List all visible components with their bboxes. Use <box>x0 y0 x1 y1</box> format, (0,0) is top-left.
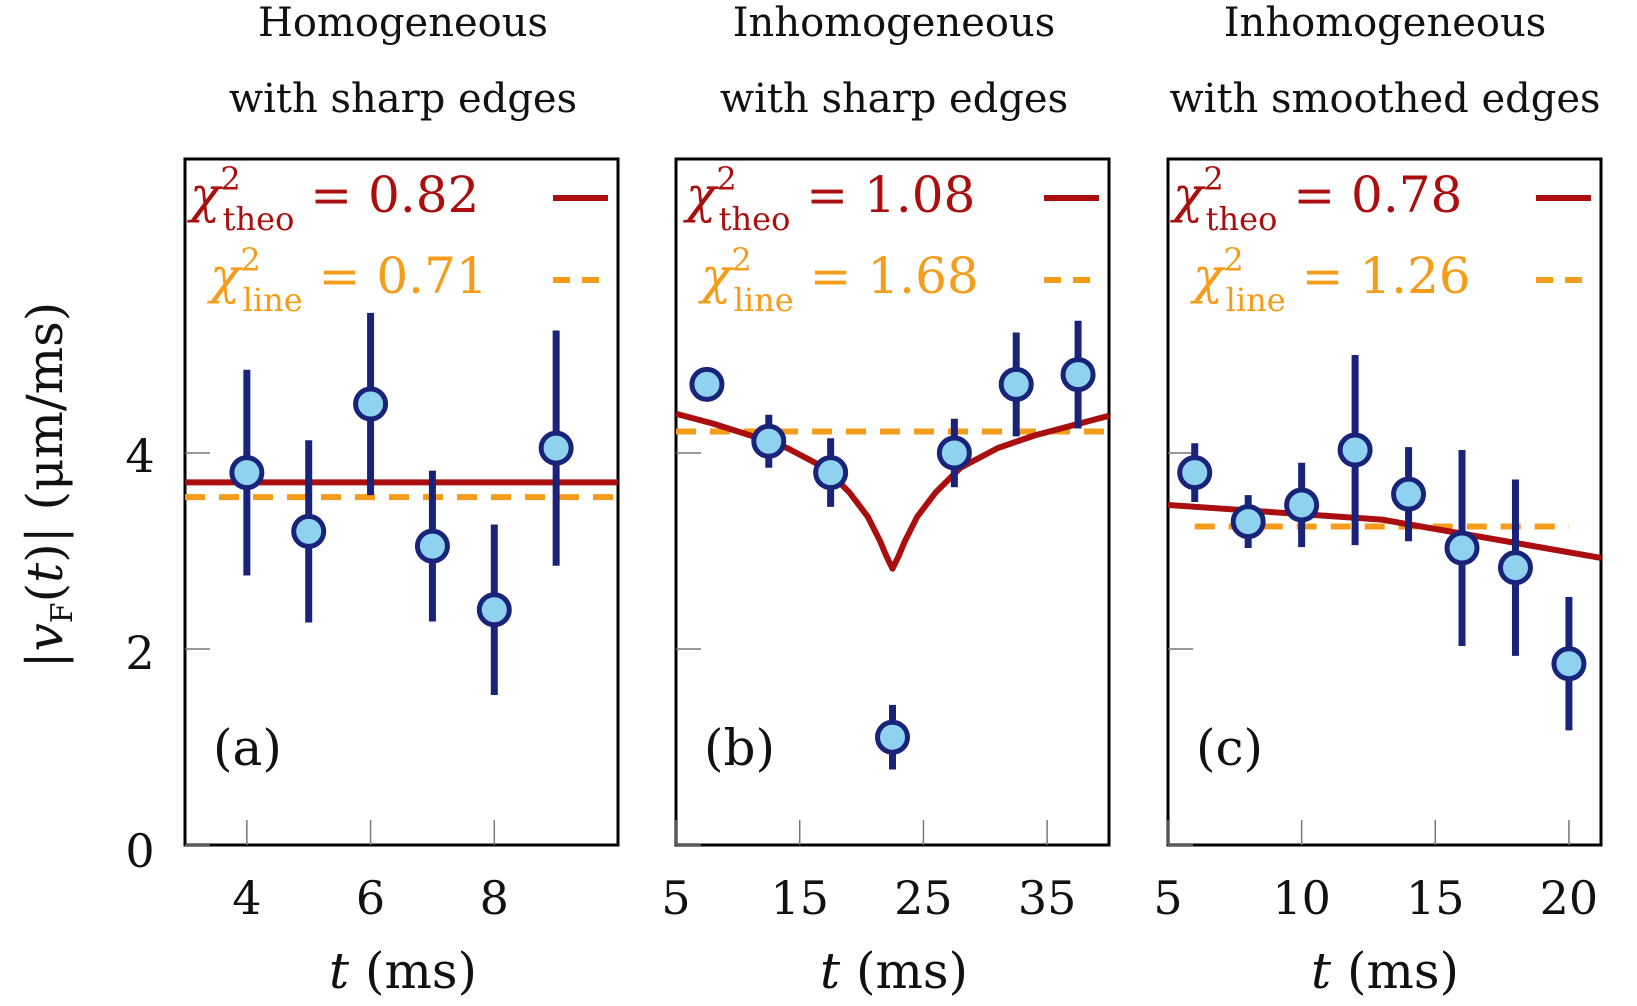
data-point <box>476 592 512 628</box>
legend-line-label: χ2 line = 0.71 <box>207 241 488 319</box>
x-tick-label: 6 <box>356 871 385 925</box>
x-axis-label: t (ms) <box>329 942 477 1000</box>
x-tick-label: 20 <box>1540 871 1599 925</box>
legend-line-label: χ2 line = 1.26 <box>1190 241 1471 319</box>
panel-title: Inhomogeneous <box>1224 0 1547 46</box>
data-point <box>291 513 327 549</box>
data-point <box>1391 476 1427 512</box>
chart-panel-a: Homogeneous with sharp edges 4 6 8t (ms) χ2 th… <box>183 0 620 1000</box>
x-tick-label: 4 <box>232 871 261 925</box>
x-axis-label: t (ms) <box>820 942 968 1000</box>
x-tick-label: 5 <box>1153 871 1182 925</box>
y-tick-label: 2 <box>125 626 154 680</box>
data-point <box>1551 646 1587 682</box>
panel-subtitle: with sharp edges <box>720 76 1068 122</box>
panel-label: (a) <box>213 719 282 777</box>
legend-theory-label: χ2 theo = 1.08 <box>683 160 975 238</box>
x-tick-label: 10 <box>1272 871 1331 925</box>
data-point <box>1230 504 1266 540</box>
y-axis-label: |vF(t)| (μm/ms) <box>16 302 80 669</box>
data-point <box>1444 530 1480 566</box>
chart-panel-b: Inhomogeneous with sharp edges 5 15 25 35 t (m… <box>661 0 1111 1000</box>
x-tick-label: 15 <box>770 871 829 925</box>
chart-panel-c: Inhomogeneous with smoothed edges 5 10 15 20 t… <box>1153 0 1603 1000</box>
x-axis-label: t (ms) <box>1311 942 1459 1000</box>
data-point <box>689 366 725 402</box>
legend-theory-label: χ2 theo = 0.82 <box>187 160 479 238</box>
plot-frame <box>183 157 620 847</box>
x-tick-label: 15 <box>1406 871 1465 925</box>
data-point <box>414 528 450 564</box>
fit-curves <box>1168 501 1601 561</box>
data-point <box>875 719 910 755</box>
data-point <box>1337 432 1373 468</box>
data-point <box>353 386 389 422</box>
data-point <box>1060 357 1096 393</box>
plot-frame <box>1166 157 1603 847</box>
panel-title: Inhomogeneous <box>733 0 1056 46</box>
panel-label: (c) <box>1196 719 1263 777</box>
panel-subtitle: with smoothed edges <box>1169 76 1600 122</box>
data-point <box>1177 455 1213 491</box>
panel-label: (b) <box>704 719 775 777</box>
fit-curves <box>676 410 1109 572</box>
x-tick-label: 5 <box>661 871 690 925</box>
y-tick-label: 0 <box>125 824 154 878</box>
theory-curve <box>1168 501 1601 561</box>
data-point <box>936 435 972 471</box>
legend-line-label: χ2 line = 1.68 <box>698 241 979 319</box>
x-tick-label: 35 <box>1018 871 1077 925</box>
legend-theory-label: χ2 theo = 0.78 <box>1170 160 1462 238</box>
data-point <box>538 430 574 466</box>
x-tick-label: 8 <box>480 871 509 925</box>
data-point <box>751 423 787 459</box>
x-tick-label: 25 <box>894 871 953 925</box>
data-point <box>1497 550 1533 586</box>
panel-subtitle: with sharp edges <box>229 76 577 122</box>
y-tick-label: 4 <box>125 429 154 483</box>
data-point <box>229 455 265 491</box>
data-point <box>1284 487 1320 523</box>
theory-curve <box>676 410 1109 572</box>
plot-frame <box>674 157 1111 847</box>
data-point <box>998 366 1034 402</box>
data-point <box>813 455 849 491</box>
panel-title: Homogeneous <box>258 0 548 46</box>
